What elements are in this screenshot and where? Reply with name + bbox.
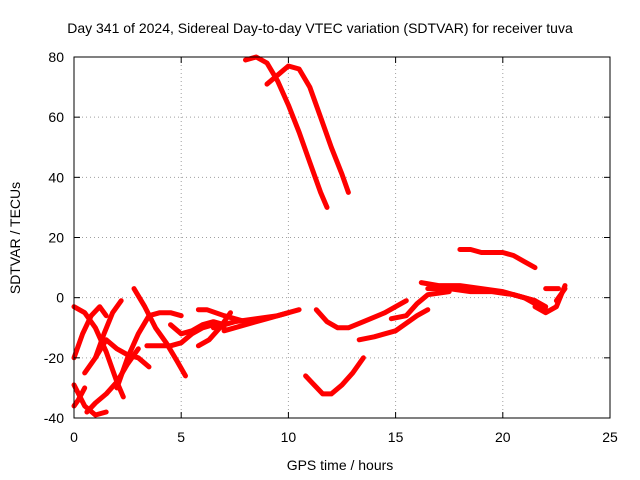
y-tick-label: -40 xyxy=(44,410,64,426)
series-trace-16 xyxy=(243,54,330,210)
y-tick-labels: -40 -20 0 20 40 60 80 xyxy=(44,49,64,426)
x-tick-label: 0 xyxy=(70,429,78,445)
series-trace-10 xyxy=(114,310,184,391)
series-trace-20 xyxy=(356,307,431,343)
series-trace-28 xyxy=(553,286,568,304)
series-trace-15 xyxy=(221,310,291,334)
x-tick-labels: 0 5 10 15 20 25 xyxy=(70,429,618,445)
series-trace-21 xyxy=(388,289,452,322)
y-tick-label: -20 xyxy=(44,350,64,366)
tick-marks xyxy=(73,56,611,419)
x-tick-label: 25 xyxy=(602,429,618,445)
series-trace-24 xyxy=(457,247,538,271)
series-trace-13 xyxy=(195,310,233,349)
series-trace-2 xyxy=(71,304,109,361)
grid xyxy=(74,57,610,418)
y-axis-label: SDTVAR / TECUs xyxy=(7,182,23,294)
series-trace-9 xyxy=(144,322,227,349)
series-trace-7 xyxy=(92,298,124,361)
y-tick-label: 40 xyxy=(48,169,64,185)
series-trace-18 xyxy=(313,298,409,331)
y-tick-label: 20 xyxy=(48,230,64,246)
series-trace-17 xyxy=(264,63,351,195)
data-traces xyxy=(71,54,568,418)
series-trace-8 xyxy=(131,286,188,379)
y-tick-label: 80 xyxy=(48,49,64,65)
series-trace-6 xyxy=(84,346,141,415)
x-tick-label: 15 xyxy=(388,429,404,445)
chart-title: Day 341 of 2024, Sidereal Day-to-day VTE… xyxy=(67,20,573,36)
x-tick-label: 5 xyxy=(177,429,185,445)
x-tick-label: 10 xyxy=(281,429,297,445)
series-trace-11 xyxy=(168,319,227,337)
x-axis-label: GPS time / hours xyxy=(287,457,394,473)
series-trace-19 xyxy=(303,355,366,397)
series-trace-25 xyxy=(511,292,549,313)
series-trace-23 xyxy=(425,286,549,310)
y-tick-label: 60 xyxy=(48,109,64,125)
series-trace-5 xyxy=(71,385,88,409)
y-tick-label: 0 xyxy=(56,290,64,306)
x-tick-label: 20 xyxy=(495,429,511,445)
